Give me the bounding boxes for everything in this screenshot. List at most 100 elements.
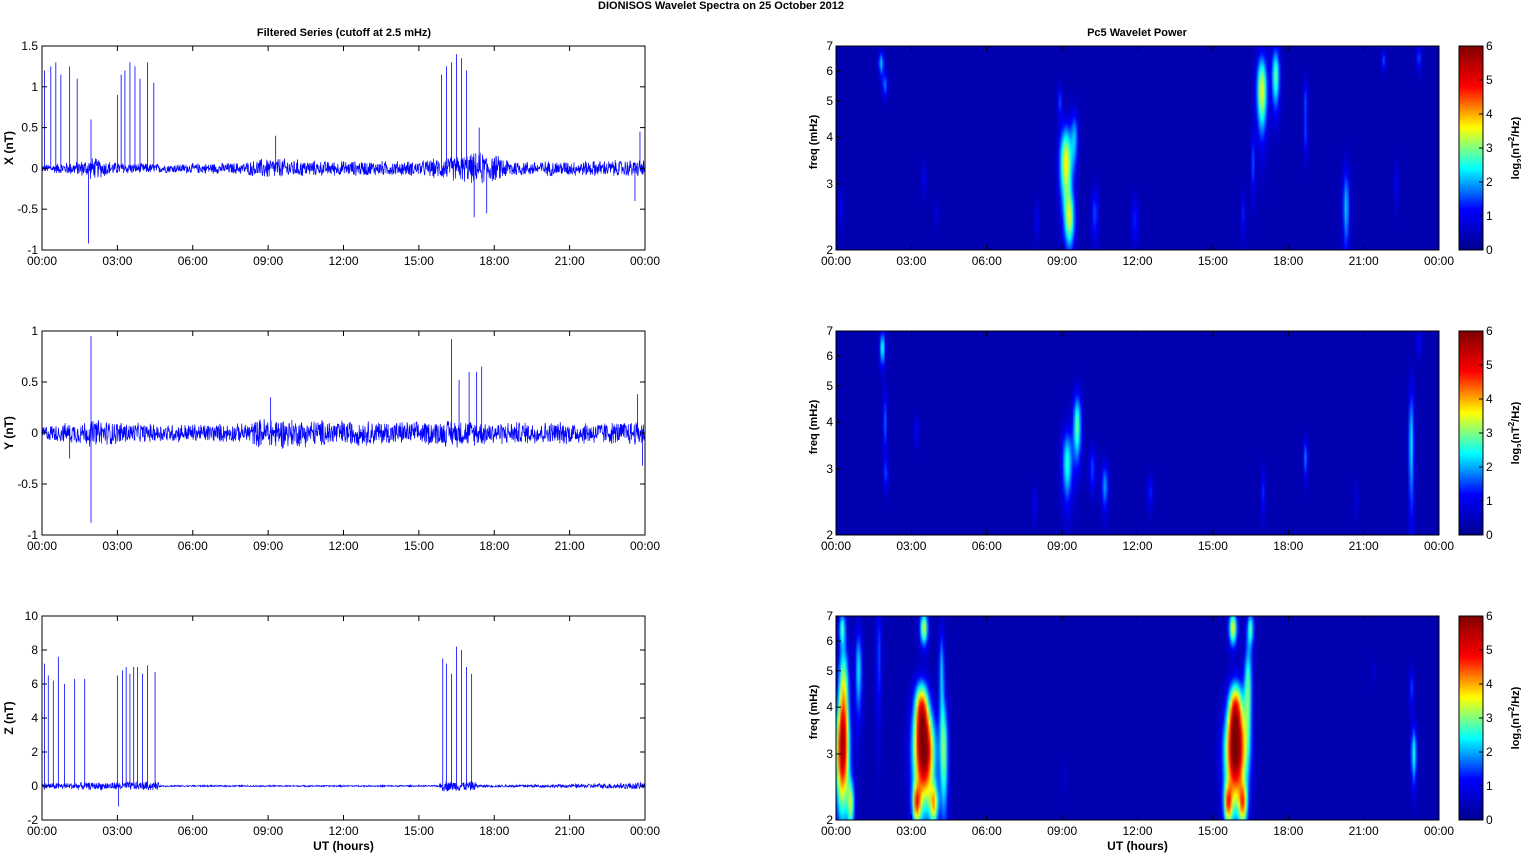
colorbar-label-part: (nT bbox=[1510, 711, 1521, 728]
y-tick-label: 2 bbox=[826, 243, 833, 257]
x-tick-label: 06:00 bbox=[178, 539, 208, 553]
x-tick-label: 06:00 bbox=[178, 824, 208, 838]
colorbar-label-part: /Hz) bbox=[1510, 686, 1521, 707]
x-tick-label: 03:00 bbox=[102, 254, 132, 268]
colorbar-tick-label: 6 bbox=[1486, 609, 1493, 623]
x-tick-label: 00:00 bbox=[27, 254, 57, 268]
x-tick-label: 00:00 bbox=[821, 824, 851, 838]
y-tick-label: 1 bbox=[31, 80, 38, 94]
colorbar-label: log2(nT2/Hz) bbox=[1507, 401, 1521, 464]
x-tick-label: 00:00 bbox=[821, 254, 851, 268]
panels: -1 -0.5 0 0.5 1 1.5 X (nT) 00:00 03:00 06:00 09:00… bbox=[2, 39, 1521, 853]
x-tick-label: 21:00 bbox=[555, 824, 585, 838]
y-tick-label: 6 bbox=[826, 349, 833, 363]
x-tick-label: 18:00 bbox=[1273, 539, 1303, 553]
y-axis-label: freq (mHz) bbox=[808, 684, 820, 739]
x-tick-label: 09:00 bbox=[253, 824, 283, 838]
x-tick-label: 18:00 bbox=[479, 254, 509, 268]
colorbar-label: log2(nT2/Hz) bbox=[1507, 116, 1521, 179]
plot-area bbox=[42, 616, 645, 820]
y-tick-label: 2 bbox=[31, 745, 38, 759]
x-tick-label: 12:00 bbox=[1122, 539, 1152, 553]
y-tick-label: 1.5 bbox=[21, 39, 38, 53]
x-tick-label: 09:00 bbox=[1047, 254, 1077, 268]
figure-title: DIONISOS Wavelet Spectra on 25 October 2… bbox=[598, 0, 844, 12]
x-tick-label: 12:00 bbox=[328, 254, 358, 268]
y-tick-label: -1 bbox=[27, 243, 38, 257]
colorbar-tick-label: 6 bbox=[1486, 324, 1493, 338]
y-tick-label: -0.5 bbox=[17, 202, 38, 216]
colorbar-label-part: /Hz) bbox=[1510, 401, 1521, 422]
colorbar-tick-label: 0 bbox=[1486, 813, 1493, 827]
y-tick-label: 2 bbox=[826, 528, 833, 542]
left-column-title: Filtered Series (cutoff at 2.5 mHz) bbox=[257, 27, 432, 39]
wavelet-power-map bbox=[836, 331, 1439, 535]
y-tick-label: 7 bbox=[826, 609, 833, 623]
y-tick-label: 0.5 bbox=[21, 375, 38, 389]
colorbar-tick-label: 6 bbox=[1486, 39, 1493, 53]
colorbar-tick-label: 0 bbox=[1486, 528, 1493, 542]
colorbar-label-sub: 2 bbox=[1516, 728, 1521, 733]
colorbar-label-part: (nT bbox=[1510, 426, 1521, 443]
x-tick-label: 15:00 bbox=[404, 539, 434, 553]
x-tick-label: 09:00 bbox=[1047, 539, 1077, 553]
wavelet-power-map bbox=[836, 46, 1439, 250]
x-tick-label: 06:00 bbox=[178, 254, 208, 268]
right-column-title: Pc5 Wavelet Power bbox=[1087, 27, 1188, 39]
series-line bbox=[41, 152, 646, 184]
x-tick-label: 09:00 bbox=[253, 254, 283, 268]
x-tick-label: 18:00 bbox=[479, 539, 509, 553]
colorbar-label-sup: 2 bbox=[1507, 136, 1516, 141]
x-tick-label: 00:00 bbox=[821, 539, 851, 553]
series-line bbox=[41, 418, 646, 449]
colorbar-label-part: (nT bbox=[1510, 141, 1521, 158]
colorbar-tick-label: 3 bbox=[1486, 141, 1493, 155]
colorbar-tick-label: 5 bbox=[1486, 643, 1493, 657]
x-tick-label: 09:00 bbox=[1047, 824, 1077, 838]
colorbar-label-sub: 2 bbox=[1516, 443, 1521, 448]
x-tick-label: 00:00 bbox=[27, 539, 57, 553]
x-tick-label: 00:00 bbox=[1424, 254, 1454, 268]
colorbar-tick-label: 3 bbox=[1486, 711, 1493, 725]
y-tick-label: 5 bbox=[826, 94, 833, 108]
y-tick-label: 7 bbox=[826, 39, 833, 53]
x-tick-label: 21:00 bbox=[555, 254, 585, 268]
wavelet-power-map bbox=[836, 616, 1439, 820]
x-tick-label: 00:00 bbox=[1424, 539, 1454, 553]
x-tick-label: 21:00 bbox=[1349, 254, 1379, 268]
y-tick-label: 0 bbox=[31, 426, 38, 440]
colorbar-label-sup: 2 bbox=[1507, 706, 1516, 711]
colorbar-label-sub: 2 bbox=[1516, 158, 1521, 163]
x-tick-label: 06:00 bbox=[972, 539, 1002, 553]
left-x-axis-label: UT (hours) bbox=[313, 839, 374, 853]
colorbar-tick-label: 1 bbox=[1486, 209, 1493, 223]
y-tick-label: 0 bbox=[31, 779, 38, 793]
y-tick-label: -1 bbox=[27, 528, 38, 542]
x-tick-label: 03:00 bbox=[102, 539, 132, 553]
y-tick-label: 3 bbox=[826, 462, 833, 476]
y-tick-label: 3 bbox=[826, 747, 833, 761]
x-tick-label: 00:00 bbox=[1424, 824, 1454, 838]
y-axis-label: X (nT) bbox=[2, 131, 16, 165]
y-tick-label: 8 bbox=[31, 643, 38, 657]
y-axis-label: Z (nT) bbox=[2, 701, 16, 734]
x-tick-label: 12:00 bbox=[1122, 824, 1152, 838]
x-tick-label: 03:00 bbox=[896, 254, 926, 268]
y-tick-label: 4 bbox=[826, 415, 833, 429]
colorbar-tick-label: 1 bbox=[1486, 779, 1493, 793]
colorbar-tick-label: 5 bbox=[1486, 73, 1493, 87]
colorbar-tick-label: 2 bbox=[1486, 745, 1493, 759]
colorbar-tick-label: 2 bbox=[1486, 460, 1493, 474]
colorbar-tick-label: 4 bbox=[1486, 677, 1493, 691]
y-tick-label: 3 bbox=[826, 177, 833, 191]
y-tick-label: 4 bbox=[31, 711, 38, 725]
colorbar-tick-label: 5 bbox=[1486, 358, 1493, 372]
y-tick-label: 4 bbox=[826, 700, 833, 714]
x-tick-label: 00:00 bbox=[630, 254, 660, 268]
y-axis-label: Y (nT) bbox=[2, 416, 16, 450]
x-tick-label: 00:00 bbox=[630, 539, 660, 553]
x-tick-label: 15:00 bbox=[1198, 539, 1228, 553]
x-tick-label: 21:00 bbox=[1349, 824, 1379, 838]
